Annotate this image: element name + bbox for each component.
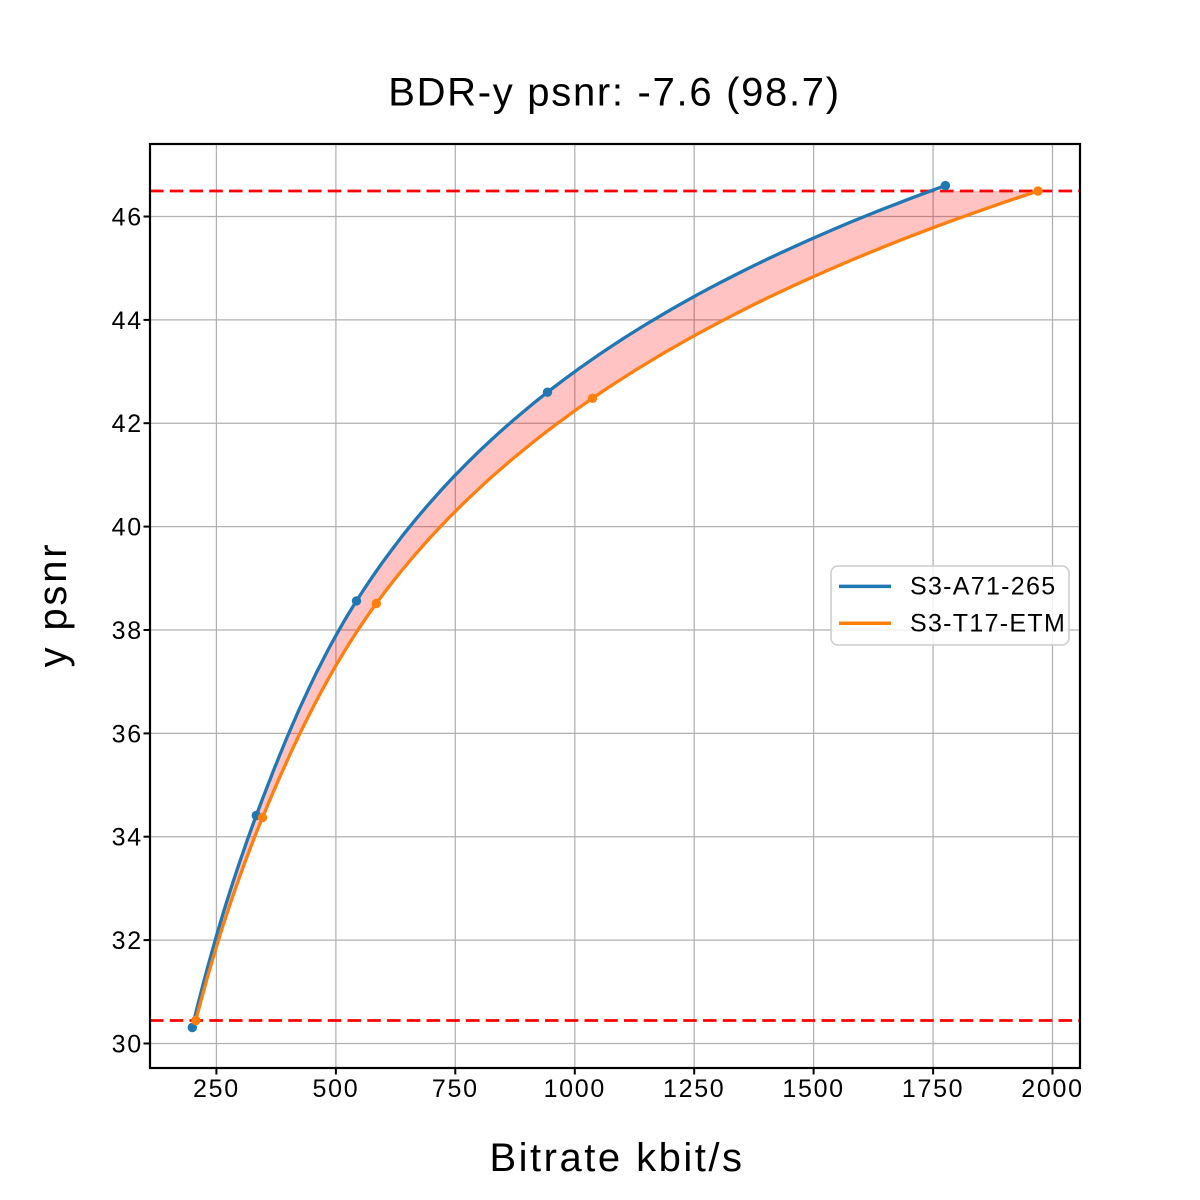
svg-text:36: 36 [112, 720, 143, 748]
svg-text:1500: 1500 [782, 1075, 844, 1103]
svg-text:1000: 1000 [544, 1075, 606, 1103]
svg-text:Bitrate kbit/s: Bitrate kbit/s [489, 1136, 744, 1180]
svg-text:1750: 1750 [902, 1075, 964, 1103]
svg-text:42: 42 [112, 410, 143, 438]
svg-text:S3-T17-ETM: S3-T17-ETM [910, 609, 1066, 637]
svg-text:250: 250 [193, 1075, 240, 1103]
svg-text:40: 40 [112, 514, 143, 542]
svg-text:32: 32 [112, 927, 143, 955]
svg-text:34: 34 [112, 824, 143, 852]
svg-text:750: 750 [432, 1075, 479, 1103]
svg-text:38: 38 [112, 617, 143, 645]
svg-text:44: 44 [112, 307, 143, 335]
svg-text:BDR-y psnr: -7.6 (98.7): BDR-y psnr: -7.6 (98.7) [388, 71, 841, 115]
svg-text:y psnr: y psnr [31, 542, 75, 668]
svg-text:S3-A71-265: S3-A71-265 [910, 573, 1056, 601]
svg-text:30: 30 [112, 1031, 143, 1059]
svg-text:2000: 2000 [1021, 1075, 1083, 1103]
svg-text:46: 46 [112, 204, 143, 232]
svg-text:1250: 1250 [663, 1075, 725, 1103]
svg-text:500: 500 [312, 1075, 359, 1103]
